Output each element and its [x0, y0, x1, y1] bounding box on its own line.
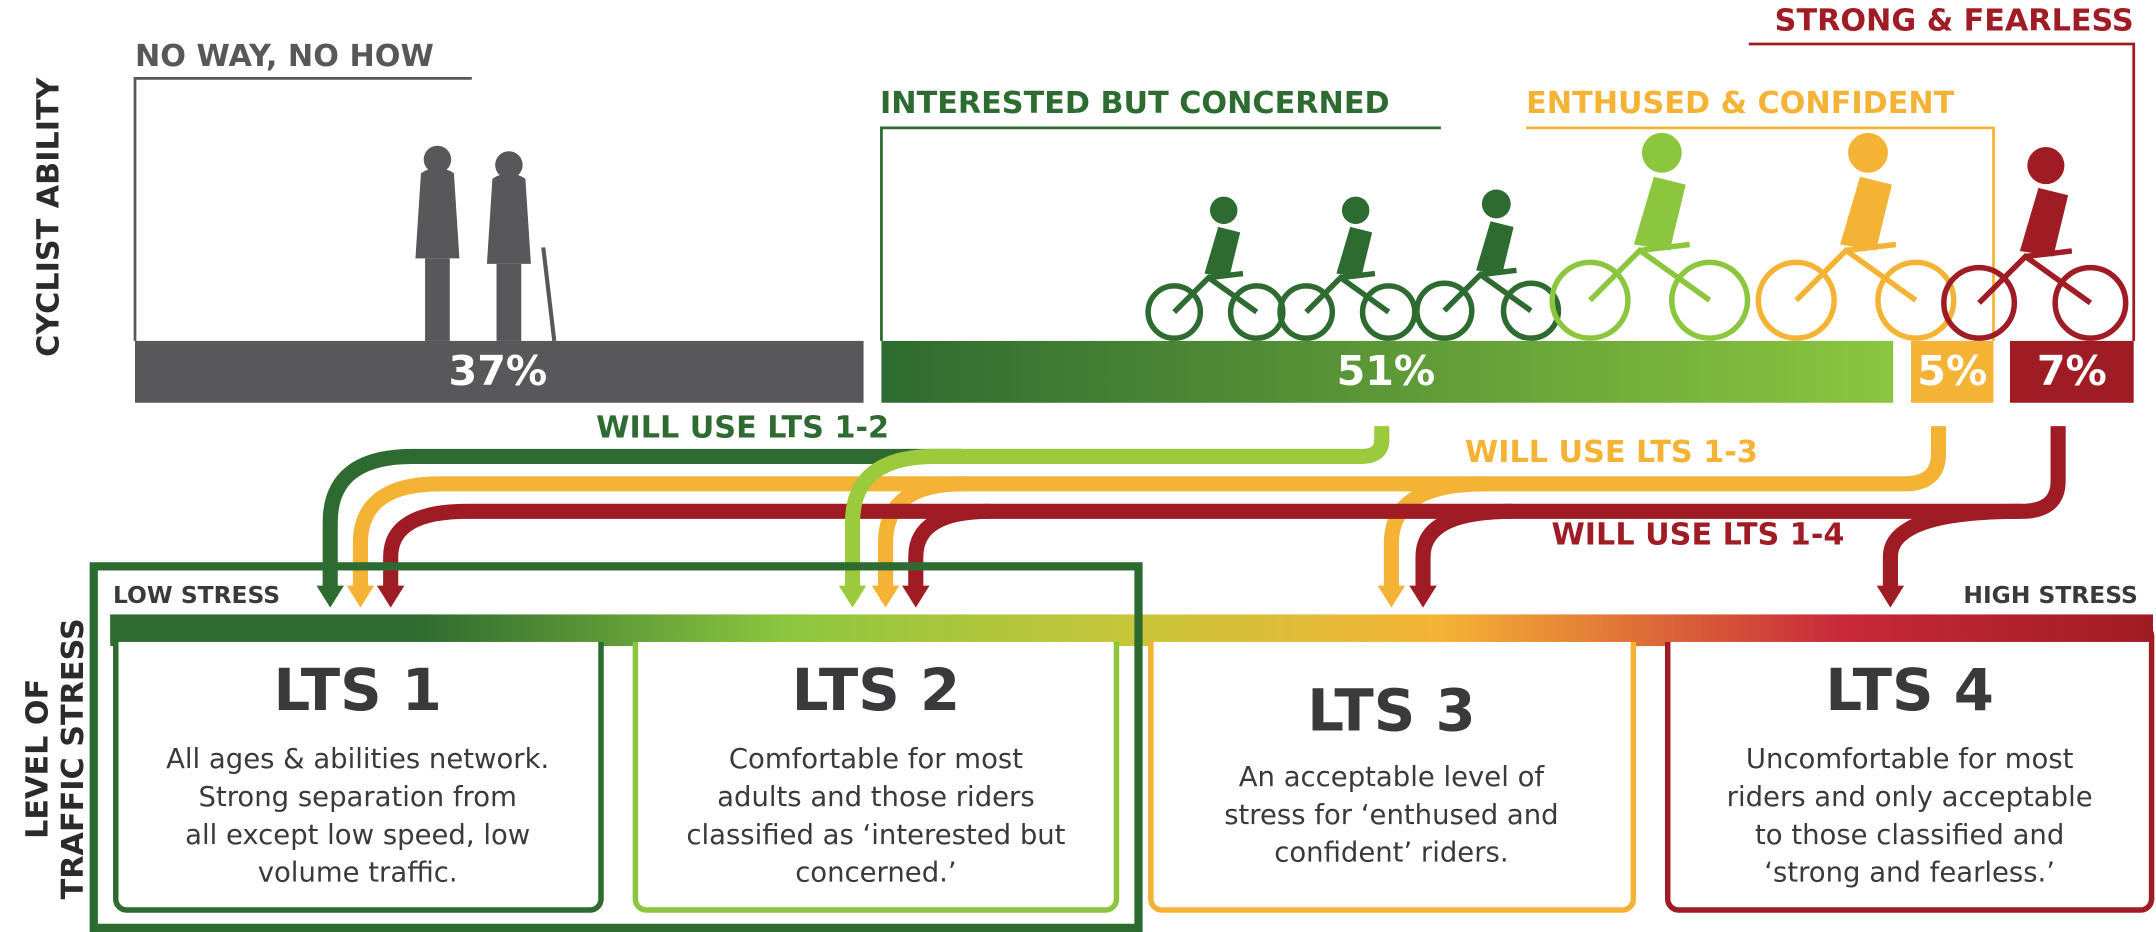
- arrow-label: WILL USE LTS 1-2: [596, 410, 889, 445]
- lts-description: confident’ riders.: [1274, 837, 1508, 869]
- arrow-head: [347, 586, 374, 608]
- share-label: 51%: [1337, 347, 1436, 395]
- arrow-head: [1409, 586, 1436, 608]
- bike: [1363, 286, 1415, 338]
- group-label: STRONG & FEARLESS: [1775, 3, 2134, 38]
- person: [425, 258, 450, 340]
- lts-title: LTS 4: [1825, 656, 1993, 724]
- rider: [1336, 227, 1372, 278]
- bike: [1590, 244, 1710, 300]
- arrow-head: [902, 586, 929, 608]
- bike: [1796, 244, 1916, 300]
- bike: [1231, 286, 1283, 338]
- rider: [1342, 197, 1369, 224]
- arrow: [1423, 511, 1512, 588]
- cane: [543, 247, 554, 340]
- bike: [1444, 270, 1531, 310]
- arrow-head: [839, 586, 866, 608]
- bike: [1174, 274, 1256, 312]
- axis-label: CYCLIST ABILITY: [31, 76, 66, 356]
- lts-description: riders and only acceptable: [1727, 781, 2093, 813]
- scale-label: LOW STRESS: [113, 581, 280, 609]
- rider: [2020, 188, 2068, 257]
- axis-label: LEVEL OF: [20, 679, 55, 839]
- rider: [1210, 197, 1237, 224]
- scale-label: HIGH STRESS: [1963, 581, 2137, 609]
- group-label: ENTHUSED & CONFIDENT: [1526, 86, 1955, 121]
- rider: [1204, 227, 1240, 278]
- bike: [1306, 274, 1388, 312]
- rider: [1482, 189, 1511, 218]
- lts-description: Strong separation from: [199, 781, 517, 813]
- lts-description: stress for ‘enthused and: [1224, 799, 1558, 831]
- bike: [1504, 283, 1559, 338]
- arrow-label: WILL USE LTS 1-3: [1465, 435, 1758, 470]
- person: [497, 264, 522, 341]
- arrow-head: [377, 586, 404, 608]
- lts-description: classified as ‘interested but: [686, 819, 1065, 851]
- rider: [1848, 133, 1888, 173]
- lts-title: LTS 1: [273, 656, 441, 724]
- figures: [415, 133, 2125, 341]
- arrow-head: [1877, 586, 1904, 608]
- rider: [2027, 147, 2064, 184]
- rider: [1476, 221, 1514, 274]
- arrow: [916, 511, 990, 588]
- stress-gradient: [110, 614, 2153, 641]
- share-label: 5%: [1917, 347, 1987, 395]
- person: [487, 173, 531, 264]
- group-label: INTERESTED BUT CONCERNED: [880, 86, 1390, 121]
- bike: [1979, 251, 2090, 303]
- lts-description: volume traffic.: [258, 857, 458, 889]
- lts-description: Comfortable for most: [729, 743, 1023, 775]
- arrow-head: [872, 586, 899, 608]
- bike: [2055, 268, 2126, 339]
- infographic: NO WAY, NO HOW INTERESTED BUT CONCERNED …: [0, 0, 2156, 932]
- share-label: 7%: [2037, 347, 2107, 395]
- person: [415, 168, 459, 259]
- arrow-label: WILL USE LTS 1-4: [1551, 518, 1844, 553]
- lts-description: to those classified and: [1755, 819, 2064, 851]
- axis-label: TRAFFIC STRESS: [56, 618, 91, 899]
- arrow-head: [1378, 586, 1405, 608]
- arrow-head: [316, 586, 343, 608]
- rider: [1840, 177, 1892, 251]
- lts-description: concerned.’: [795, 857, 956, 889]
- lts-description: all except low speed, low: [185, 819, 530, 851]
- lts-description: adults and those riders: [717, 781, 1035, 813]
- lts-description: All ages & abilities network.: [166, 743, 549, 775]
- lts-description: An acceptable level of: [1239, 761, 1546, 793]
- rider: [1642, 133, 1682, 173]
- group-label: NO WAY, NO HOW: [135, 39, 434, 74]
- lts-description: Uncomfortable for most: [1746, 743, 2074, 775]
- rider: [1634, 177, 1686, 251]
- arrow: [1890, 511, 2021, 588]
- lts-title: LTS 3: [1307, 676, 1475, 744]
- share-label: 37%: [449, 347, 548, 395]
- lts-title: LTS 2: [792, 656, 960, 724]
- lts-description: ‘strong and fearless.’: [1764, 857, 2055, 889]
